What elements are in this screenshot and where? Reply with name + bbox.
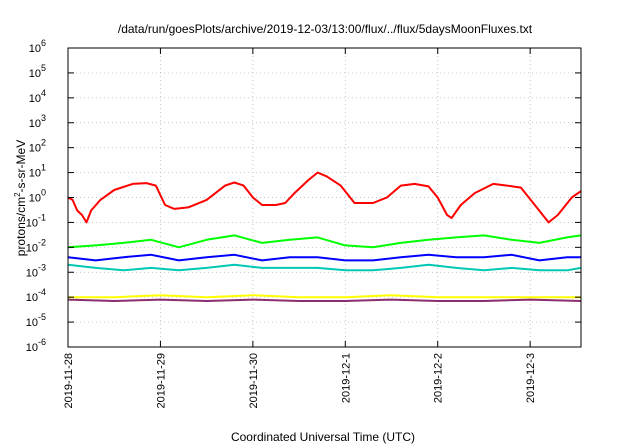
- y-tick-label: 103: [29, 113, 46, 130]
- x-tick-label: 2019-11-29: [155, 353, 167, 408]
- x-tick-label: 2019-12-3: [525, 353, 537, 403]
- y-tick-label: 101: [29, 163, 46, 180]
- series-line-4: [67, 263, 582, 272]
- y-axis-label-superscript: 2: [13, 192, 22, 197]
- y-tick-label: 105: [29, 63, 46, 80]
- series-line-5: [68, 294, 581, 299]
- series-line-2: [67, 234, 582, 249]
- y-axis-label-base: protons/cm: [14, 197, 28, 256]
- series-line-3: [67, 253, 581, 262]
- y-tick-label: 10-4: [26, 287, 46, 304]
- y-tick-label: 100: [29, 188, 46, 205]
- series-line-1: [67, 171, 582, 224]
- x-tick-label: 2019-11-28: [63, 353, 75, 408]
- x-tick-label: 2019-11-30: [248, 353, 260, 408]
- y-tick-label: 10-6: [26, 337, 46, 354]
- x-axis-label: Coordinated Universal Time (UTC): [231, 430, 415, 444]
- series-line-6: [67, 298, 582, 302]
- x-tick-label: 2019-12-2: [433, 353, 445, 403]
- series-layer: [67, 171, 582, 302]
- y-tick-label: 10-2: [26, 237, 46, 254]
- chart-title: /data/run/goesPlots/archive/2019-12-03/1…: [118, 22, 533, 36]
- y-axis-label-rest: -s-sr-MeV: [14, 140, 28, 193]
- y-axis-ticks: 106 105 104 103 102 101 100 10-1 10-2 10-3 10-4 10-…: [26, 38, 581, 354]
- y-tick-label: 10-1: [26, 212, 46, 229]
- y-tick-label: 102: [29, 138, 46, 155]
- x-tick-label: 2019-12-1: [340, 353, 352, 403]
- y-tick-label: 10-5: [26, 312, 46, 329]
- y-axis-label: protons/cm2-s-sr-MeV: [13, 140, 28, 256]
- x-axis-ticks: 2019-11-28 2019-11-29 2019-11-30 2019-12-1 2…: [63, 48, 537, 408]
- y-tick-label: 106: [29, 38, 46, 55]
- y-tick-label: 104: [29, 88, 46, 105]
- y-tick-label: 10-3: [26, 262, 46, 279]
